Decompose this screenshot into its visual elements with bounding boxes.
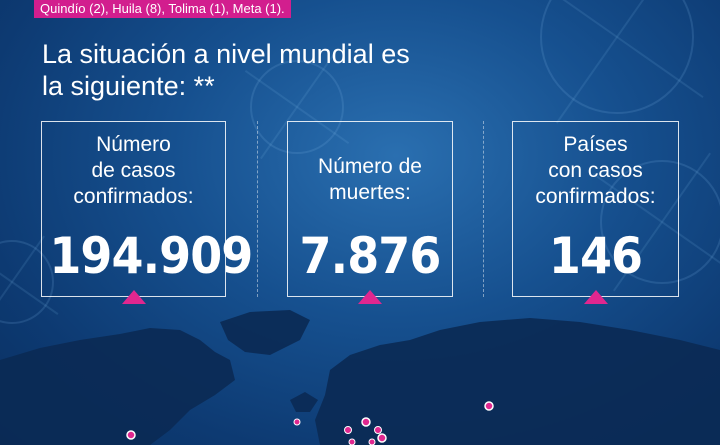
stat-box-countries: Países con casos confirmados: 146 [512, 121, 679, 304]
stat-box-confirmed-cases: Número de casos confirmados: 194.909 [41, 121, 253, 304]
stat-value-deaths: 7.876 [299, 227, 442, 285]
stat-box-deaths: Número de muertes: 7.876 [287, 121, 453, 304]
stat-value-countries: 146 [548, 227, 643, 285]
world-map-icon [0, 310, 720, 445]
divider [483, 121, 484, 297]
case-marker [374, 426, 382, 434]
map-landmass [0, 328, 235, 445]
case-marker [361, 417, 371, 427]
case-marker [344, 426, 352, 434]
map-landmass [290, 392, 318, 412]
map-landmass [315, 318, 720, 445]
headline-line-2: la siguiente: ** [42, 71, 215, 101]
triangle-marker-icon [121, 290, 146, 304]
virus-decoration-icon [250, 60, 344, 154]
stat-label-deaths: Número de muertes: [318, 155, 422, 204]
stat-value-confirmed-cases: 194.909 [49, 227, 253, 285]
stat-label-confirmed-cases: Número de casos confirmados: [73, 133, 194, 208]
triangle-marker-icon [583, 290, 608, 304]
divider [257, 121, 258, 297]
virus-decoration-icon [540, 0, 694, 114]
case-marker [377, 433, 387, 443]
virus-decoration-icon [600, 160, 720, 284]
stat-label-countries: Países con casos confirmados: [535, 133, 656, 208]
triangle-marker-icon [358, 290, 382, 304]
headline: La situación a nivel mundial es la sigui… [42, 38, 562, 102]
case-marker [484, 401, 494, 411]
map-landmass [220, 310, 310, 355]
case-marker [348, 438, 356, 445]
case-marker [126, 430, 136, 440]
headline-line-1: La situación a nivel mundial es [42, 39, 410, 69]
case-marker [368, 438, 376, 445]
regions-banner: Quindío (2), Huila (8), Tolima (1), Meta… [34, 0, 291, 18]
case-marker [293, 418, 301, 426]
